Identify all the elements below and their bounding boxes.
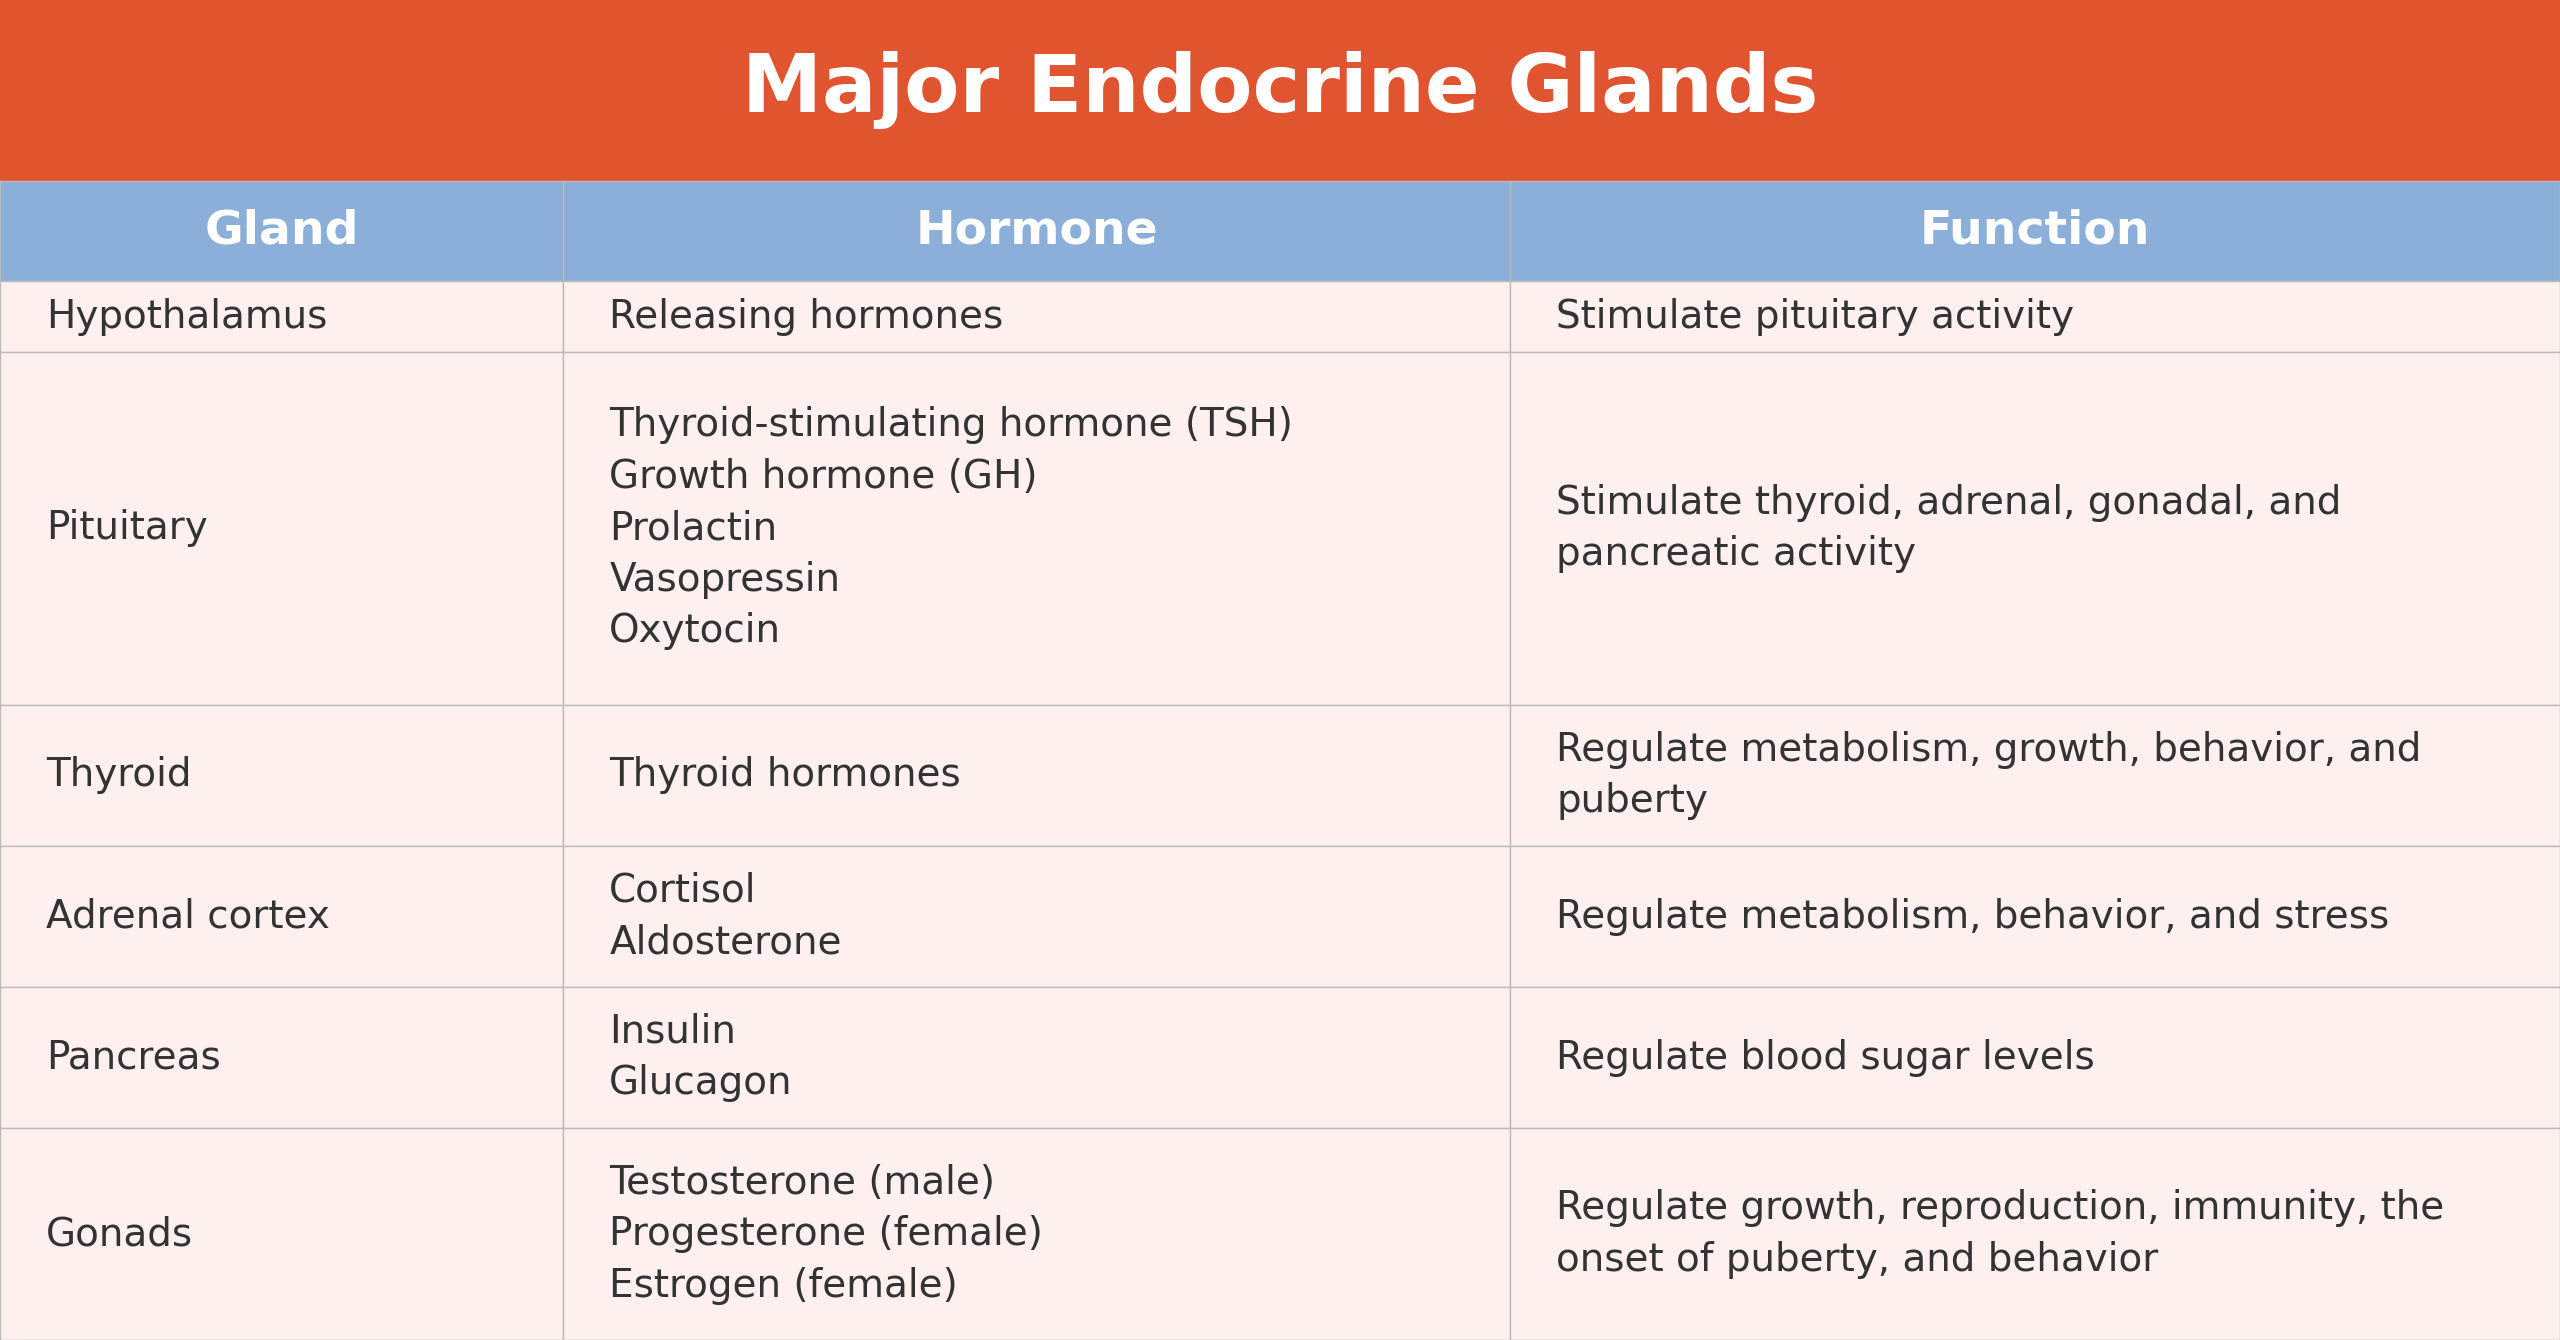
Text: Hypothalamus: Hypothalamus [46,297,328,336]
Bar [1510,1128,2560,1340]
Bar [1510,705,2560,846]
Bar [0,846,563,988]
Text: Stimulate pituitary activity: Stimulate pituitary activity [1556,297,2074,336]
Bar [1510,281,2560,352]
Bar [563,181,1510,281]
Bar [0,0,2560,181]
Bar [563,705,1510,846]
Text: Pituitary: Pituitary [46,509,207,548]
Text: Pancreas: Pancreas [46,1038,220,1077]
Bar [563,846,1510,988]
Bar [0,988,563,1128]
Bar [563,988,1510,1128]
Bar [1510,181,2560,281]
Text: Regulate metabolism, behavior, and stress: Regulate metabolism, behavior, and stres… [1556,898,2388,935]
Bar [563,352,1510,705]
Text: Gland: Gland [205,209,358,253]
Bar [1510,988,2560,1128]
Text: Testosterone (male)
Progesterone (female)
Estrogen (female): Testosterone (male) Progesterone (female… [609,1163,1042,1305]
Bar [0,1128,563,1340]
Text: Regulate metabolism, growth, behavior, and
puberty: Regulate metabolism, growth, behavior, a… [1556,730,2422,820]
Text: Stimulate thyroid, adrenal, gonadal, and
pancreatic activity: Stimulate thyroid, adrenal, gonadal, and… [1556,484,2342,574]
Text: Thyroid-stimulating hormone (TSH)
Growth hormone (GH)
Prolactin
Vasopressin
Oxyt: Thyroid-stimulating hormone (TSH) Growth… [609,406,1293,650]
Text: Function: Function [1920,209,2150,253]
Text: Adrenal cortex: Adrenal cortex [46,898,330,935]
Bar [563,1128,1510,1340]
Text: Major Endocrine Glands: Major Endocrine Glands [742,51,1818,130]
Bar [0,705,563,846]
Text: Regulate blood sugar levels: Regulate blood sugar levels [1556,1038,2094,1077]
Bar [563,281,1510,352]
Bar [1510,846,2560,988]
Text: Regulate growth, reproduction, immunity, the
onset of puberty, and behavior: Regulate growth, reproduction, immunity,… [1556,1190,2445,1278]
Bar [0,181,563,281]
Bar [1510,352,2560,705]
Text: Insulin
Glucagon: Insulin Glucagon [609,1013,794,1103]
Bar [0,281,563,352]
Text: Releasing hormones: Releasing hormones [609,297,1004,336]
Text: Hormone: Hormone [916,209,1157,253]
Text: Cortisol
Aldosterone: Cortisol Aldosterone [609,872,842,961]
Text: Thyroid: Thyroid [46,756,192,795]
Text: Thyroid hormones: Thyroid hormones [609,756,960,795]
Bar [0,352,563,705]
Text: Gonads: Gonads [46,1215,192,1253]
